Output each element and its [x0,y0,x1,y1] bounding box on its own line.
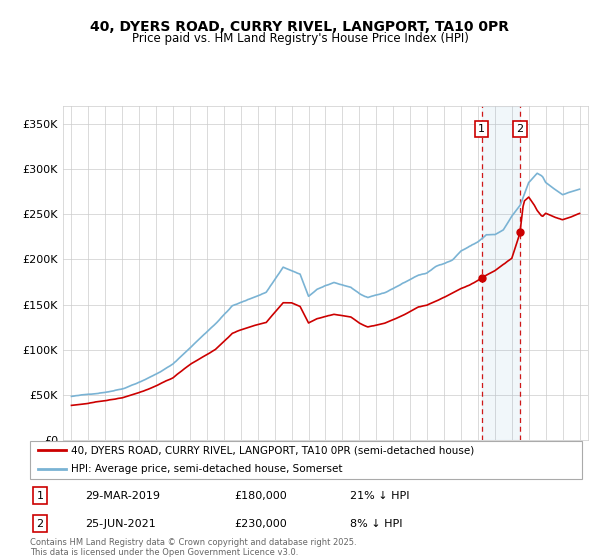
Text: £180,000: £180,000 [234,491,287,501]
Text: 29-MAR-2019: 29-MAR-2019 [85,491,160,501]
Text: HPI: Average price, semi-detached house, Somerset: HPI: Average price, semi-detached house,… [71,464,343,474]
Bar [482,106,520,440]
Text: 8% ↓ HPI: 8% ↓ HPI [350,519,403,529]
Text: 40, DYERS ROAD, CURRY RIVEL, LANGPORT, TA10 0PR (semi-detached house): 40, DYERS ROAD, CURRY RIVEL, LANGPORT, T… [71,445,475,455]
Text: 25-JUN-2021: 25-JUN-2021 [85,519,156,529]
Text: 1: 1 [478,124,485,134]
Text: Price paid vs. HM Land Registry's House Price Index (HPI): Price paid vs. HM Land Registry's House … [131,32,469,45]
Text: 21% ↓ HPI: 21% ↓ HPI [350,491,410,501]
Text: 1: 1 [37,491,43,501]
Text: £230,000: £230,000 [234,519,287,529]
FancyBboxPatch shape [30,441,582,479]
Text: 2: 2 [37,519,43,529]
Text: 2: 2 [517,124,523,134]
Text: Contains HM Land Registry data © Crown copyright and database right 2025.
This d: Contains HM Land Registry data © Crown c… [30,538,356,557]
Text: 40, DYERS ROAD, CURRY RIVEL, LANGPORT, TA10 0PR: 40, DYERS ROAD, CURRY RIVEL, LANGPORT, T… [91,20,509,34]
